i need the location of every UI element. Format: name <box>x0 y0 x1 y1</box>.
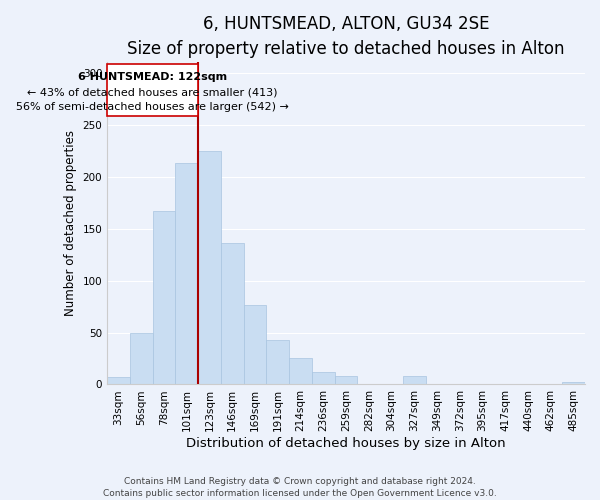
X-axis label: Distribution of detached houses by size in Alton: Distribution of detached houses by size … <box>186 437 506 450</box>
Bar <box>403 376 426 384</box>
FancyBboxPatch shape <box>107 64 198 116</box>
Bar <box>152 211 175 384</box>
Bar <box>198 150 221 384</box>
Text: ← 43% of detached houses are smaller (413): ← 43% of detached houses are smaller (41… <box>28 88 278 98</box>
Bar <box>266 340 289 384</box>
Bar <box>312 372 335 384</box>
Text: Contains HM Land Registry data © Crown copyright and database right 2024.
Contai: Contains HM Land Registry data © Crown c… <box>103 476 497 498</box>
Text: 6 HUNTSMEAD: 122sqm: 6 HUNTSMEAD: 122sqm <box>78 72 227 83</box>
Title: 6, HUNTSMEAD, ALTON, GU34 2SE
Size of property relative to detached houses in Al: 6, HUNTSMEAD, ALTON, GU34 2SE Size of pr… <box>127 15 565 58</box>
Text: 56% of semi-detached houses are larger (542) →: 56% of semi-detached houses are larger (… <box>16 102 289 112</box>
Bar <box>175 163 198 384</box>
Bar <box>130 332 152 384</box>
Bar <box>289 358 312 384</box>
Bar <box>244 306 266 384</box>
Y-axis label: Number of detached properties: Number of detached properties <box>64 130 77 316</box>
Bar <box>335 376 358 384</box>
Bar <box>562 382 585 384</box>
Bar <box>107 377 130 384</box>
Bar <box>221 243 244 384</box>
